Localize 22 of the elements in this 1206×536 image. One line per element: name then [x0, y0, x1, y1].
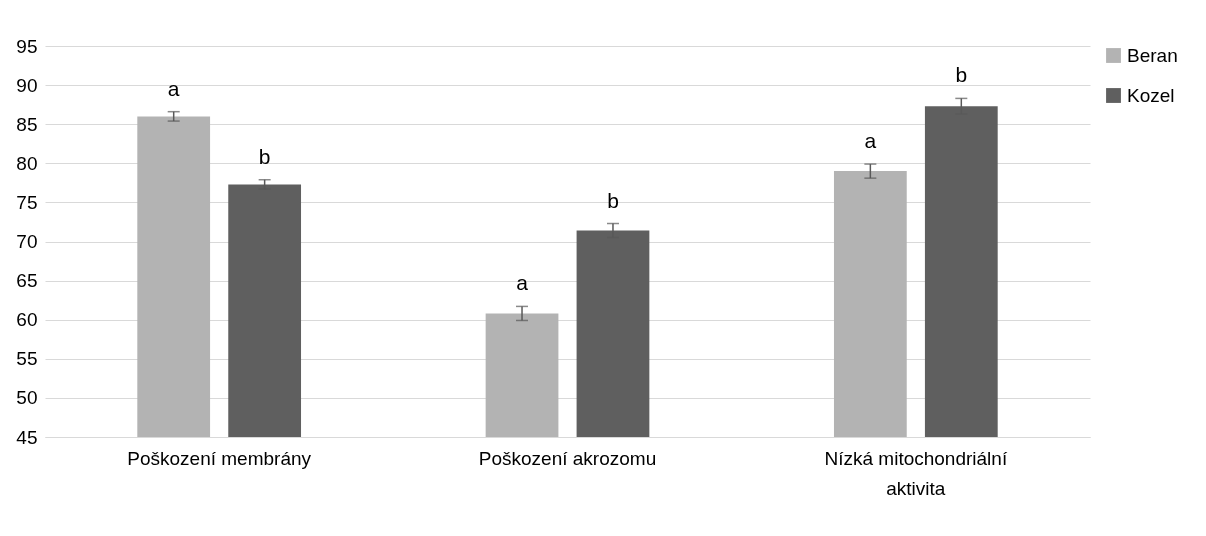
y-tick-label: 70 [16, 231, 38, 252]
y-tick-label: 60 [16, 309, 38, 331]
y-tick-label: 50 [16, 387, 38, 409]
y-tick-label: 80 [16, 152, 38, 174]
data-label: a [516, 271, 529, 295]
data-label: b [607, 188, 619, 212]
y-tick-label: 95 [16, 35, 38, 57]
y-tick-label: 45 [16, 426, 38, 448]
x-tick-label: Poškození membrány [127, 447, 312, 469]
data-label: a [167, 76, 180, 100]
data-label: b [955, 63, 968, 87]
legend-label: Kozel [1127, 84, 1175, 106]
data-label: a [864, 129, 877, 153]
y-tick-label: 65 [16, 270, 38, 292]
legend-label: Beran [1127, 44, 1178, 66]
x-tick-label: Nízká mitochondriální aktivita [824, 447, 1008, 499]
data-label: b [258, 144, 271, 168]
y-tick-label: 55 [16, 348, 38, 370]
y-tick-label: 85 [16, 113, 38, 135]
y-tick-label: 75 [16, 191, 38, 213]
y-tick-label: 90 [16, 74, 38, 96]
x-tick-label: Poškození akrozomu [478, 447, 657, 469]
